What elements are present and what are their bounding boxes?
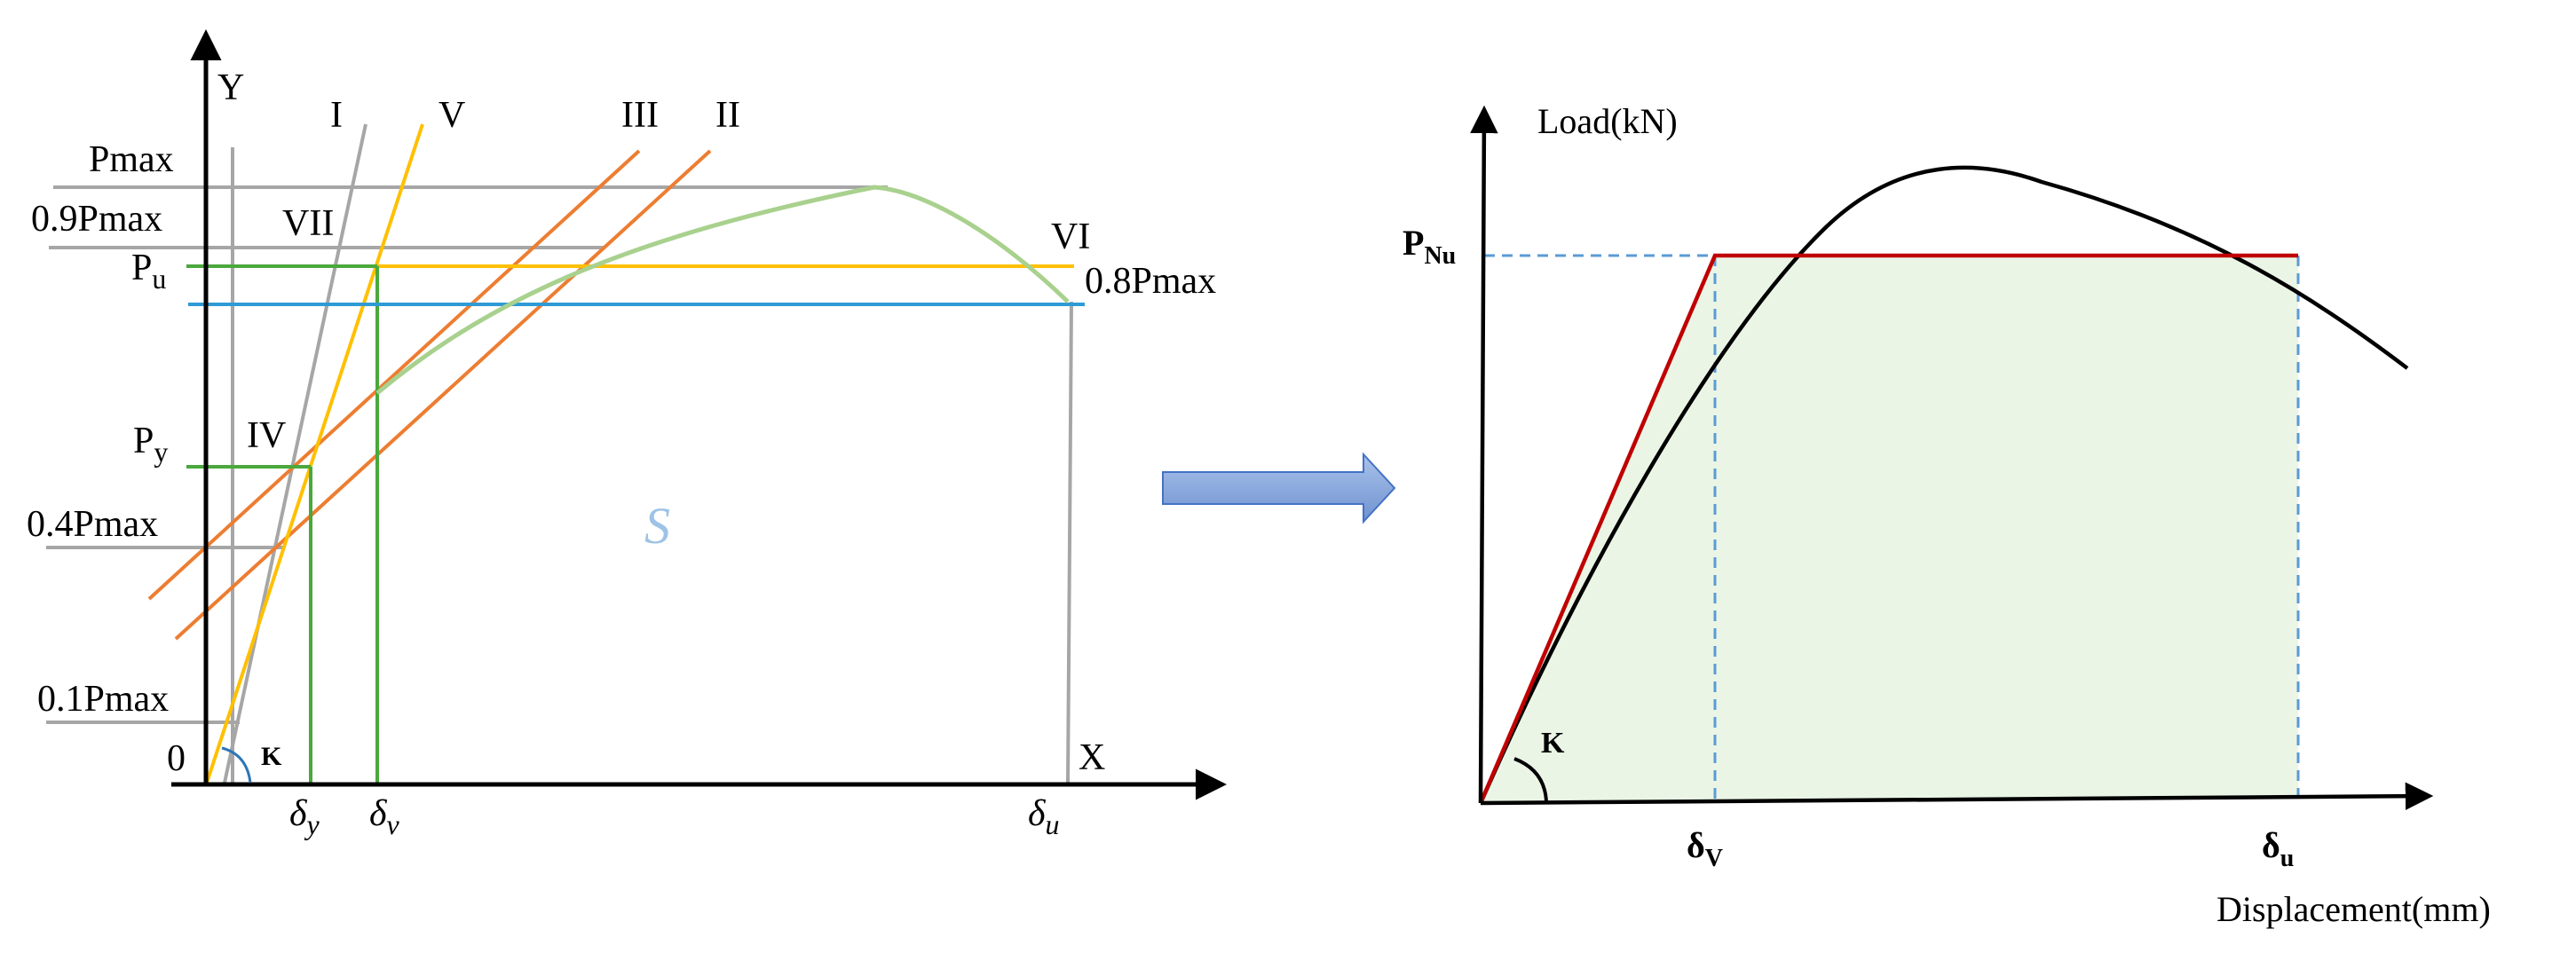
pu-label: Pu bbox=[131, 248, 166, 295]
label-I: I bbox=[330, 95, 343, 136]
right-x-axis bbox=[1480, 782, 2434, 810]
y-axis-label: Y bbox=[217, 67, 244, 108]
right-x-axis-label: Displacement(mm) bbox=[2216, 889, 2491, 929]
delta-u-vertical bbox=[1066, 301, 1073, 784]
py-label: Py bbox=[133, 421, 168, 468]
equivalent-area-fill bbox=[1481, 256, 2298, 803]
line-III bbox=[147, 149, 641, 601]
label-II: II bbox=[715, 95, 740, 136]
line-II bbox=[174, 149, 712, 641]
transition-arrow bbox=[1162, 452, 1396, 524]
p08-label: 0.8Pmax bbox=[1085, 261, 1216, 302]
label-V: V bbox=[439, 95, 465, 136]
line-I bbox=[223, 123, 367, 784]
label-III: III bbox=[621, 95, 659, 136]
delta-v-label: δv bbox=[369, 793, 400, 840]
right-angle-k-label: K bbox=[1541, 727, 1565, 760]
delta-u-label: δu bbox=[1028, 793, 1060, 840]
line-V bbox=[205, 123, 424, 784]
left-figure bbox=[46, 29, 1227, 800]
delta-y-label: δy bbox=[289, 793, 320, 840]
load-curve bbox=[375, 185, 1070, 395]
label-IV: IV bbox=[247, 415, 286, 456]
angle-arc-k bbox=[221, 746, 252, 784]
right-figure bbox=[1470, 105, 2434, 810]
p04-label: 0.4Pmax bbox=[27, 504, 158, 545]
origin-label: 0 bbox=[167, 738, 186, 779]
x-axis-label: X bbox=[1079, 737, 1105, 778]
right-delta-u-label: δu bbox=[2262, 825, 2294, 872]
pnu-label: PNu bbox=[1403, 223, 1456, 270]
right-y-axis-label: Load(kN) bbox=[1537, 101, 1678, 141]
right-angle-arc-k bbox=[1513, 757, 1548, 802]
angle-k-label: K bbox=[261, 742, 282, 771]
pmax-label: Pmax bbox=[89, 139, 174, 180]
area-s-label: S bbox=[644, 497, 670, 555]
p01-label: 0.1Pmax bbox=[37, 679, 169, 720]
right-delta-v-label: δV bbox=[1687, 825, 1723, 872]
right-y-axis bbox=[1470, 105, 1498, 804]
load-displacement-curve bbox=[1478, 165, 2409, 804]
label-VI: VI bbox=[1051, 217, 1090, 257]
p09-label: 0.9Pmax bbox=[31, 199, 162, 240]
bilinear-model-line bbox=[1478, 253, 2298, 804]
label-VII: VII bbox=[282, 203, 334, 244]
